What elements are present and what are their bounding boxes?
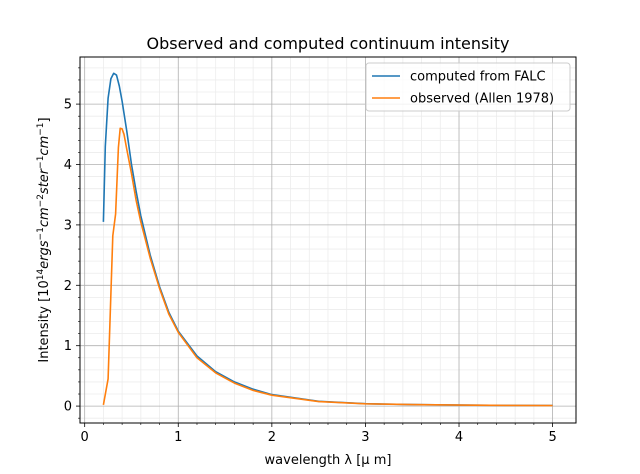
x-tick-label: 1 (174, 430, 182, 445)
legend-box (365, 62, 571, 112)
x-tick-label: 5 (548, 430, 556, 445)
chart-title: Observed and computed continuum intensit… (147, 34, 510, 53)
x-axis-label: wavelength λ [μ m] (265, 453, 392, 468)
series-line-2 (102, 127, 553, 407)
x-tick-label: 2 (268, 430, 276, 445)
x-tick-label: 0 (81, 430, 89, 445)
major-grid (80, 57, 576, 423)
y-tick-label: 5 (64, 98, 72, 113)
y-tick-label: 2 (64, 279, 72, 294)
y-tick-label: 0 (64, 400, 72, 415)
legend: computed from FALC observed (Allen 1978) (365, 62, 571, 112)
x-tick-label: 4 (455, 430, 463, 445)
y-tick-label: 3 (64, 218, 72, 233)
minor-grid (80, 57, 576, 423)
y-axis: 0 1 2 3 4 5 (64, 67, 80, 419)
y-axis-label: Intensity [1014ergs−1cm−2ster−1cm−1] (36, 117, 52, 362)
series-layer (102, 72, 553, 407)
x-axis: 0 1 2 3 4 5 (81, 423, 557, 445)
x-tick-label: 3 (361, 430, 369, 445)
legend-label-1: computed from FALC (410, 70, 546, 85)
legend-label-2: observed (Allen 1978) (410, 92, 554, 107)
y-tick-label: 4 (64, 158, 72, 173)
y-tick-label: 1 (64, 339, 72, 354)
